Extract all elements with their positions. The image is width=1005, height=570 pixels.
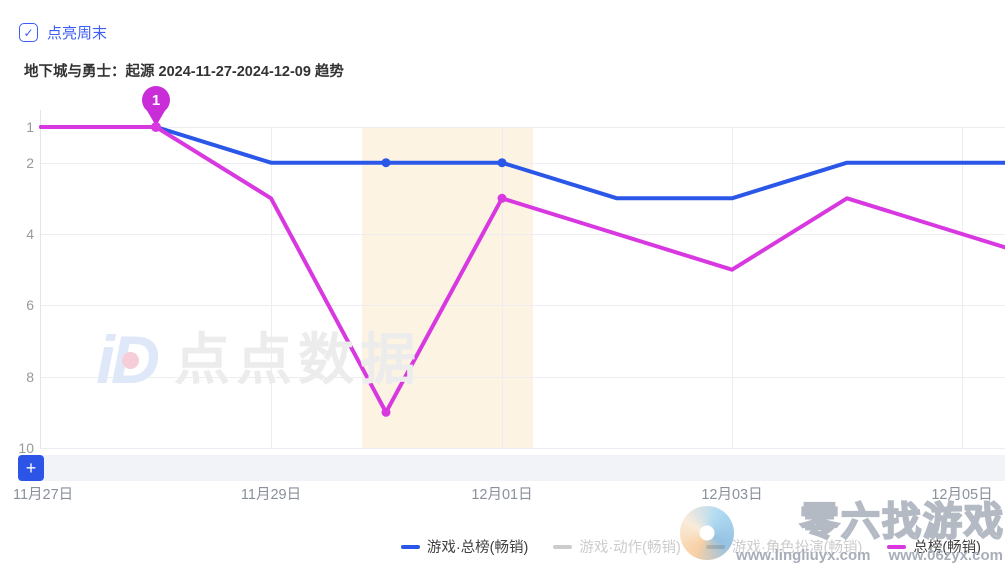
pin-label: 1 <box>152 92 160 109</box>
site-watermark: 零六找游戏 www.lingliuyx.com www.06zyx.com <box>680 500 1005 564</box>
swirl-logo-icon <box>680 506 735 560</box>
legend-dash-icon <box>887 544 907 549</box>
weekend-toggle-label: 点亮周末 <box>47 25 108 42</box>
legend-label: 总榜(畅销) <box>913 540 981 556</box>
x-axis-label: 11月29日 <box>240 487 302 503</box>
y-axis-line <box>40 110 41 448</box>
gridline-horizontal <box>40 234 1005 235</box>
chart-title: 地下城与勇士：起源 2024-11-27-2024-12-09 趋势 <box>24 64 344 80</box>
add-button[interactable]: + <box>18 455 44 481</box>
gridline-horizontal <box>40 127 1005 128</box>
x-axis-label: 12月01日 <box>471 487 533 503</box>
gridline-vertical <box>502 127 503 448</box>
y-axis-label: 10 <box>18 440 34 456</box>
diandian-watermark: iD 点点数据 <box>96 326 422 394</box>
legend-item-0[interactable]: 游戏·总榜(畅销) <box>400 536 529 557</box>
legend-dash-icon <box>553 544 573 549</box>
timeline-scrollbar[interactable]: + <box>18 455 1005 481</box>
gridline-vertical <box>271 127 272 448</box>
gridline-horizontal <box>40 163 1005 164</box>
x-axis-label: 12月05日 <box>931 487 993 503</box>
legend: 游戏·总榜(畅销) 游戏·动作(畅销) 游戏·角色扮演(畅销) 总榜(畅销) <box>400 536 981 557</box>
weekend-highlight-band <box>362 127 533 448</box>
legend-item-3[interactable]: 总榜(畅销) <box>887 536 981 557</box>
y-axis-label: 8 <box>26 369 34 385</box>
checkbox-checked-icon[interactable]: ✓ <box>19 23 38 42</box>
legend-label: 游戏·角色扮演(畅销) <box>731 540 863 556</box>
site-url-1: www.lingliuyx.com <box>736 546 871 564</box>
y-axis-label: 2 <box>26 155 34 171</box>
check-icon: ✓ <box>23 25 34 40</box>
site-watermark-text: 零六找游戏 <box>799 500 1005 545</box>
gridline-horizontal <box>40 305 1005 306</box>
y-axis-label: 4 <box>26 226 34 242</box>
gridline-horizontal <box>40 448 1005 449</box>
gridline-vertical <box>962 127 963 448</box>
x-axis-label: 11月27日 <box>13 487 74 503</box>
diandian-watermark-text: 点点数据 <box>174 328 422 391</box>
y-axis-label: 6 <box>26 297 34 313</box>
legend-item-1[interactable]: 游戏·动作(畅销) <box>553 536 681 557</box>
diandian-logo-icon: iD <box>96 326 160 394</box>
weekend-toggle[interactable]: ✓ 点亮周末 <box>19 22 107 43</box>
site-url-2: www.06zyx.com <box>888 546 1004 564</box>
gridline-vertical <box>732 127 733 448</box>
legend-dash-icon <box>400 544 420 549</box>
logo-dot-icon <box>122 352 139 369</box>
legend-label: 游戏·动作(畅销) <box>579 540 681 556</box>
legend-label: 游戏·总榜(畅销) <box>426 540 529 556</box>
y-axis-label: 1 <box>26 119 34 135</box>
x-axis-label: 12月03日 <box>701 487 763 503</box>
rank-marker-pin[interactable]: 1 <box>142 86 170 132</box>
